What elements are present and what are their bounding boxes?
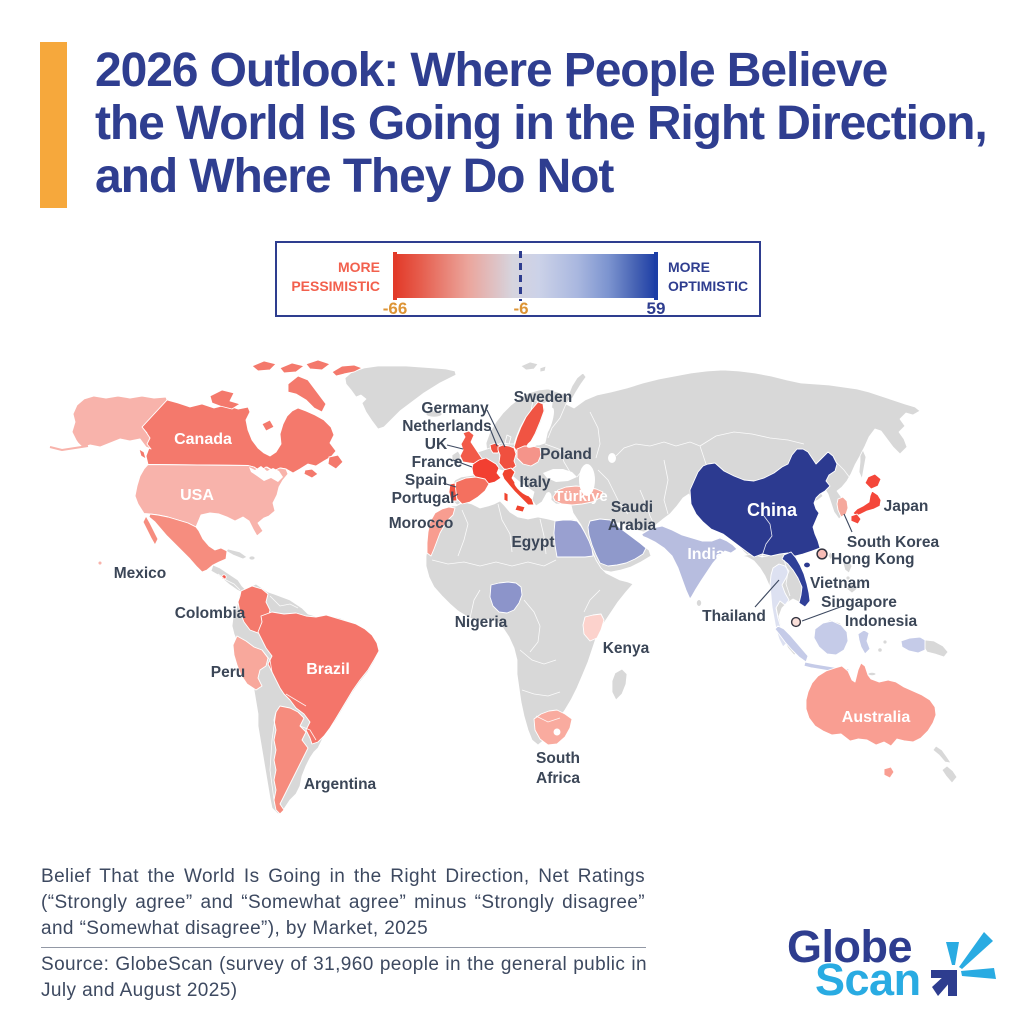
svg-text:Sweden: Sweden bbox=[514, 389, 573, 406]
svg-text:Kenya: Kenya bbox=[603, 640, 650, 657]
svg-text:Nigeria: Nigeria bbox=[455, 614, 508, 631]
svg-text:Africa: Africa bbox=[536, 770, 580, 787]
svg-text:Egypt: Egypt bbox=[511, 534, 554, 551]
svg-text:Italy: Italy bbox=[519, 474, 550, 491]
svg-text:Türkiye: Türkiye bbox=[554, 488, 607, 505]
svg-text:Argentina: Argentina bbox=[304, 776, 377, 793]
svg-text:Poland: Poland bbox=[540, 446, 592, 463]
svg-text:China: China bbox=[747, 500, 798, 520]
svg-text:Indonesia: Indonesia bbox=[845, 613, 918, 630]
svg-text:USA: USA bbox=[180, 487, 214, 504]
svg-text:Scan: Scan bbox=[815, 954, 921, 1005]
svg-text:Australia: Australia bbox=[842, 709, 911, 726]
svg-text:Netherlands: Netherlands bbox=[402, 418, 492, 435]
svg-text:Saudi: Saudi bbox=[611, 499, 653, 516]
svg-text:Brazil: Brazil bbox=[306, 661, 350, 678]
svg-text:Germany: Germany bbox=[421, 400, 489, 417]
svg-text:Peru: Peru bbox=[211, 664, 245, 681]
svg-text:Globe: Globe bbox=[787, 921, 912, 972]
svg-text:Japan: Japan bbox=[884, 498, 929, 515]
svg-text:Morocco: Morocco bbox=[389, 515, 454, 532]
svg-text:Spain: Spain bbox=[405, 472, 447, 489]
svg-text:Vietnam: Vietnam bbox=[810, 575, 870, 592]
svg-text:South Korea: South Korea bbox=[847, 534, 940, 551]
svg-text:Mexico: Mexico bbox=[114, 565, 167, 582]
svg-text:Arabia: Arabia bbox=[608, 517, 657, 534]
svg-text:South: South bbox=[536, 750, 580, 767]
svg-text:Singapore: Singapore bbox=[821, 594, 897, 611]
svg-text:Colombia: Colombia bbox=[175, 605, 246, 622]
svg-text:India: India bbox=[687, 546, 724, 563]
svg-text:UK: UK bbox=[425, 436, 448, 453]
svg-text:Canada: Canada bbox=[174, 431, 232, 448]
svg-text:Portugal: Portugal bbox=[392, 490, 455, 507]
svg-text:France: France bbox=[412, 454, 463, 471]
svg-text:Hong Kong: Hong Kong bbox=[831, 551, 915, 568]
svg-text:Thailand: Thailand bbox=[702, 608, 766, 625]
